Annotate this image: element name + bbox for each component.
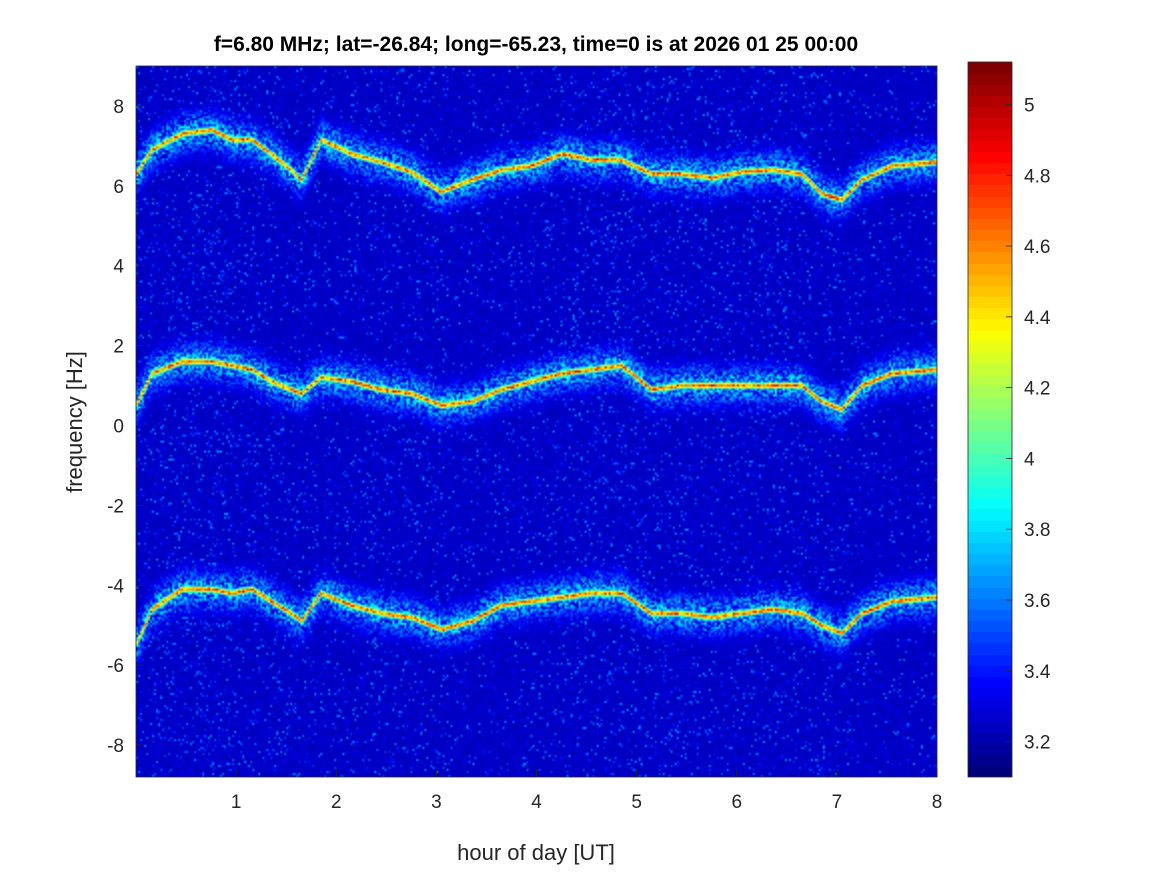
colorbar-tick-label: 3.2 — [1024, 733, 1050, 754]
y-tick-label: -2 — [107, 496, 124, 517]
colorbar-tick-label: 4.6 — [1024, 237, 1050, 258]
y-axis-label: frequency [Hz] — [62, 351, 87, 493]
colorbar-tick-label: 3.6 — [1024, 591, 1050, 612]
x-tick-label: 1 — [231, 792, 242, 813]
x-tick-label: 3 — [431, 792, 442, 813]
y-tick-label: 6 — [113, 177, 124, 198]
y-tick-label: -8 — [107, 736, 124, 757]
x-tick-label: 5 — [631, 792, 642, 813]
x-tick-label: 8 — [932, 792, 943, 813]
colorbar-tick-label: 4 — [1024, 449, 1035, 470]
y-tick-label: -6 — [107, 656, 124, 677]
colorbar-tick-label: 3.8 — [1024, 520, 1050, 541]
x-tick-label: 2 — [331, 792, 342, 813]
chart-title: f=6.80 MHz; lat=-26.84; long=-65.23, tim… — [214, 33, 858, 56]
colorbar-tick-label: 4.8 — [1024, 166, 1050, 187]
x-axis-label: hour of day [UT] — [457, 840, 615, 865]
plot-frame — [135, 65, 938, 778]
colorbar-tick-label: 4.4 — [1024, 308, 1051, 329]
y-tick-label: -4 — [107, 576, 124, 597]
colorbar-tick-label: 5 — [1024, 95, 1035, 116]
y-tick-label: 8 — [113, 97, 124, 118]
colorbar-frame — [967, 61, 1013, 778]
colorbar-tick-label: 3.4 — [1024, 662, 1051, 683]
spectrogram-heatmap — [136, 66, 937, 777]
y-tick-label: 4 — [113, 257, 124, 278]
colorbar-tick-label: 4.2 — [1024, 379, 1050, 400]
y-tick-label: 0 — [113, 416, 124, 437]
x-tick-label: 4 — [531, 792, 542, 813]
x-tick-label: 7 — [832, 792, 843, 813]
y-tick-label: 2 — [113, 337, 124, 358]
x-tick-label: 6 — [731, 792, 742, 813]
colorbar — [968, 62, 1012, 777]
